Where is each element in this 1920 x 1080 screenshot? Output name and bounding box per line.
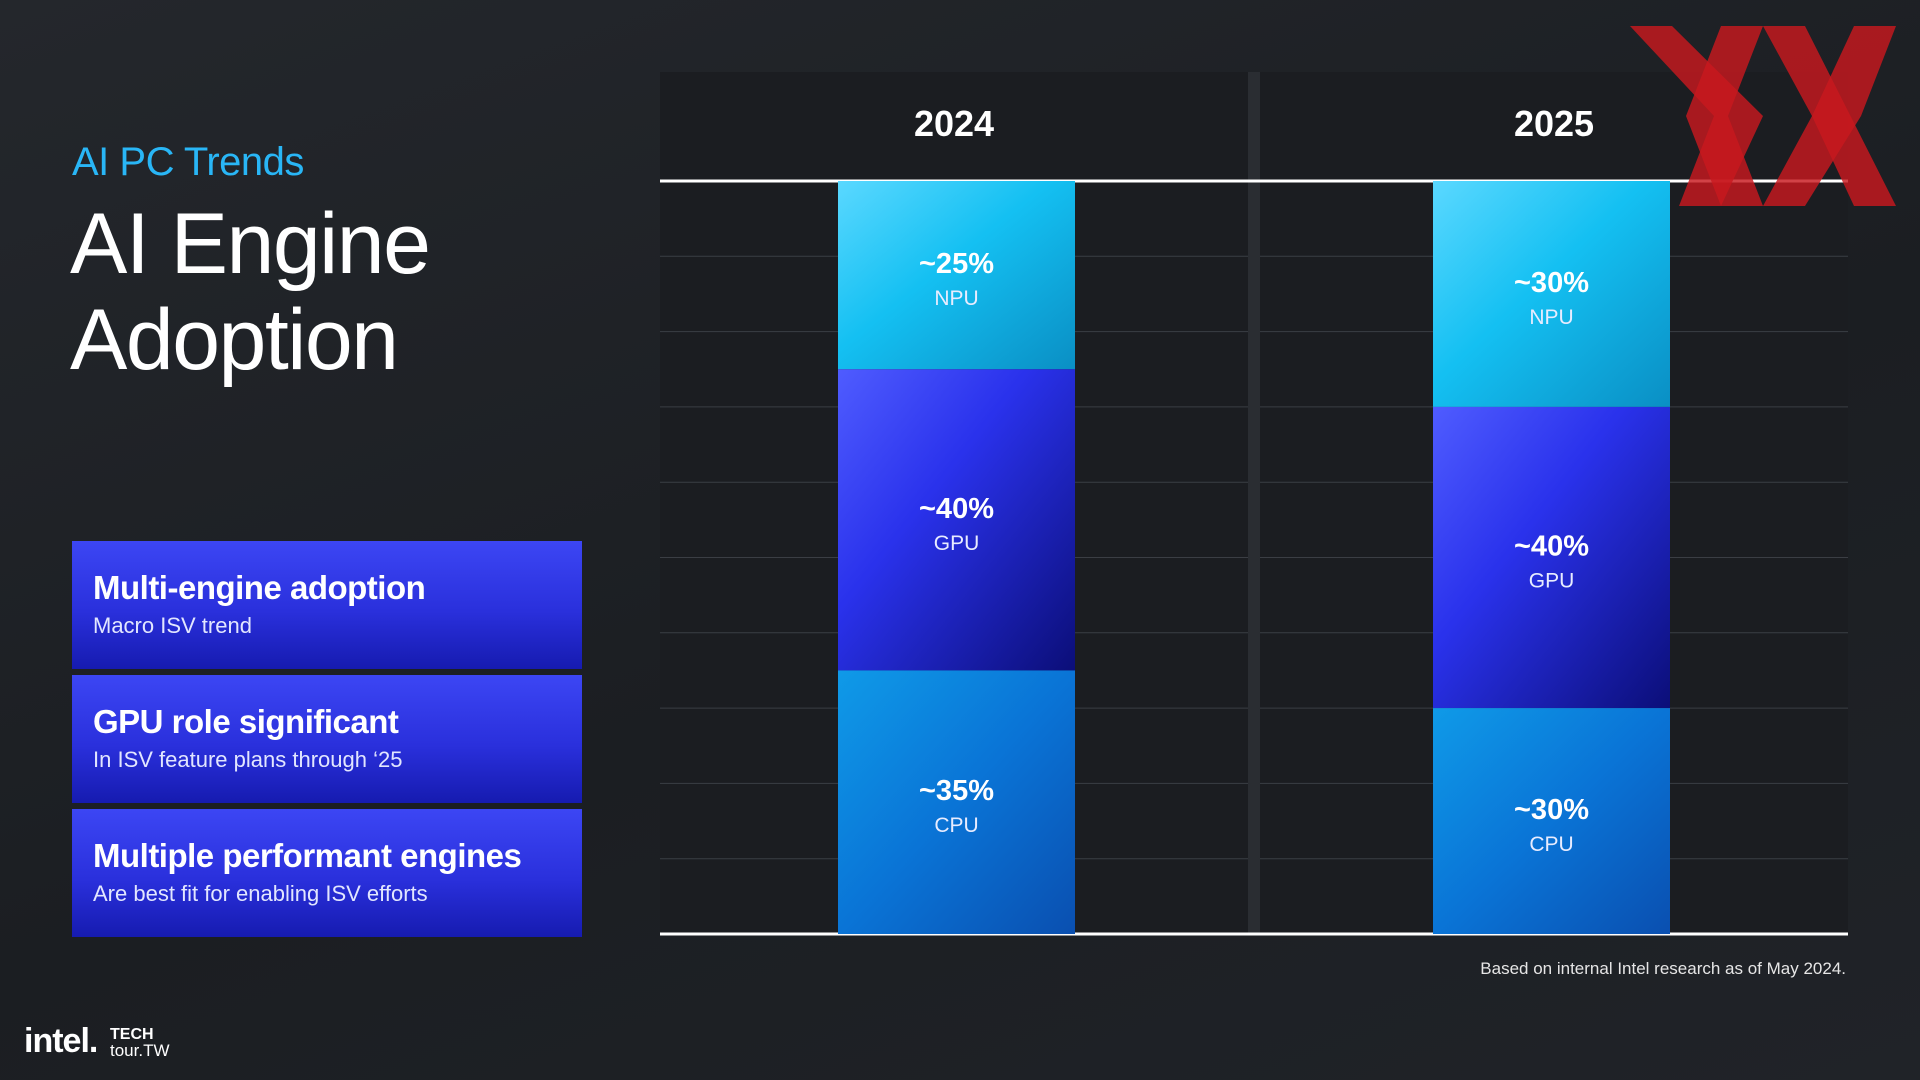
- page-title: AI Engine Adoption: [70, 196, 630, 388]
- category-label-2024: 2024: [914, 103, 994, 144]
- chart-labels: 2024 2025 ~25% NPU ~40% GPU ~35% CPU ~30% NPU ~40%…: [914, 103, 1594, 856]
- chart-bars: [838, 181, 1670, 934]
- watermark-stroke: [1763, 26, 1896, 206]
- title-line-1: AI Engine: [70, 196, 431, 292]
- category-label-2025: 2025: [1514, 103, 1594, 144]
- data-label-gpu-2024: ~40%: [919, 493, 994, 525]
- card-multi-engine: Multi-engine adoption Macro ISV trend: [72, 541, 582, 669]
- chart-panel-divider: [1248, 72, 1260, 934]
- data-label-npu-2025: ~30%: [1514, 267, 1589, 299]
- series-label-gpu-2025: GPU: [1529, 570, 1575, 593]
- techtour-logo-line1: TECH: [110, 1026, 154, 1043]
- data-label-cpu-2024: ~35%: [919, 775, 994, 807]
- watermark-stroke: [1686, 26, 1763, 206]
- xx-watermark-logo: [1630, 26, 1896, 206]
- series-label-npu-2024: NPU: [934, 287, 978, 310]
- bar-segment-npu-2024: [838, 181, 1075, 370]
- eyebrow: AI PC Trends: [72, 140, 304, 184]
- takeaway-cards: Multi-engine adoption Macro ISV trend GP…: [72, 541, 582, 943]
- bar-segment-npu-2025: [1433, 181, 1670, 407]
- bar-segment-gpu-2024: [838, 369, 1075, 671]
- card-gpu-role: GPU role significant In ISV feature plan…: [72, 675, 582, 803]
- bar-segment-cpu-2025: [1433, 708, 1670, 934]
- card-title: Multiple performant engines: [93, 837, 522, 874]
- series-label-gpu-2024: GPU: [934, 532, 980, 555]
- card-subtitle: Are best fit for enabling ISV efforts: [93, 881, 428, 906]
- intel-logo: intel.: [24, 1022, 98, 1060]
- bar-segment-cpu-2024: [838, 670, 1075, 934]
- title-line-2: Adoption: [70, 292, 399, 388]
- bar-segment-gpu-2025: [1433, 406, 1670, 709]
- card-subtitle: Macro ISV trend: [93, 613, 252, 638]
- data-label-cpu-2025: ~30%: [1514, 794, 1589, 826]
- card-title: Multi-engine adoption: [93, 569, 426, 606]
- card-subtitle: In ISV feature plans through ‘25: [93, 747, 403, 772]
- footnote: Based on internal Intel research as of M…: [1480, 959, 1846, 978]
- card-title: GPU role significant: [93, 703, 399, 740]
- techtour-logo: TECH tour.TW: [110, 1026, 170, 1060]
- data-label-npu-2024: ~25%: [919, 248, 994, 280]
- series-label-cpu-2024: CPU: [934, 814, 978, 837]
- techtour-logo-line2: tour.TW: [110, 1041, 170, 1060]
- data-label-gpu-2025: ~40%: [1514, 531, 1589, 563]
- series-label-cpu-2025: CPU: [1529, 833, 1573, 856]
- series-label-npu-2025: NPU: [1529, 306, 1573, 329]
- card-multiple-engines: Multiple performant engines Are best fit…: [72, 809, 582, 937]
